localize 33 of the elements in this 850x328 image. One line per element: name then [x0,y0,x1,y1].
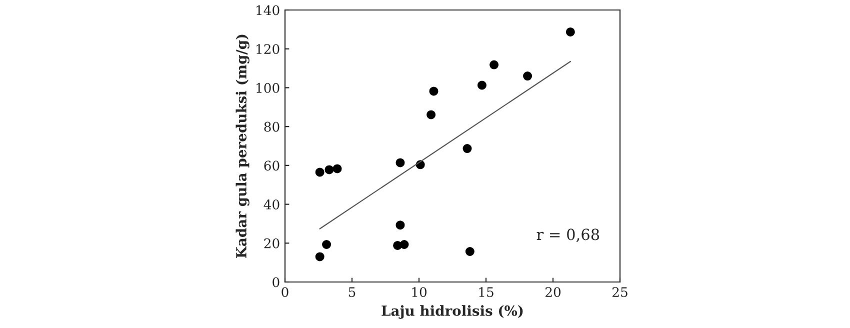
point [396,158,405,168]
x-tick-label: 10 [412,287,427,298]
x-axis-title: Laju hidrolisis (%) [382,305,523,319]
y-tick-label: 20 [264,238,280,248]
point [429,86,438,96]
point [462,144,472,154]
point [490,60,499,70]
point [322,240,332,250]
x-tick-label: 15 [479,287,494,298]
point [426,110,436,120]
y-tick-label: 0 [272,277,280,288]
y-tick-label: 60 [264,160,280,171]
annotation: r = 0,68 [536,228,600,242]
point [396,220,405,230]
point [315,252,324,262]
point [315,168,324,177]
point [400,240,409,250]
y-tick-label: 40 [264,200,280,210]
x-tick-label: 25 [612,287,628,298]
point [477,80,486,90]
x-tick-label: 20 [546,287,561,298]
x-tick-label: 0 [282,287,288,298]
x-tick-label: 5 [348,287,356,298]
y-tick-label: 80 [264,122,280,132]
y-tick-label: 140 [256,5,280,16]
point [523,72,532,81]
point [566,27,575,36]
y-tick-label: 100 [256,82,280,93]
y-axis-title: Kadar gula pereduksi (mg/g) [236,34,250,258]
point [324,165,334,174]
y-tick-label: 120 [256,44,280,54]
point [465,246,474,256]
point [332,164,342,174]
